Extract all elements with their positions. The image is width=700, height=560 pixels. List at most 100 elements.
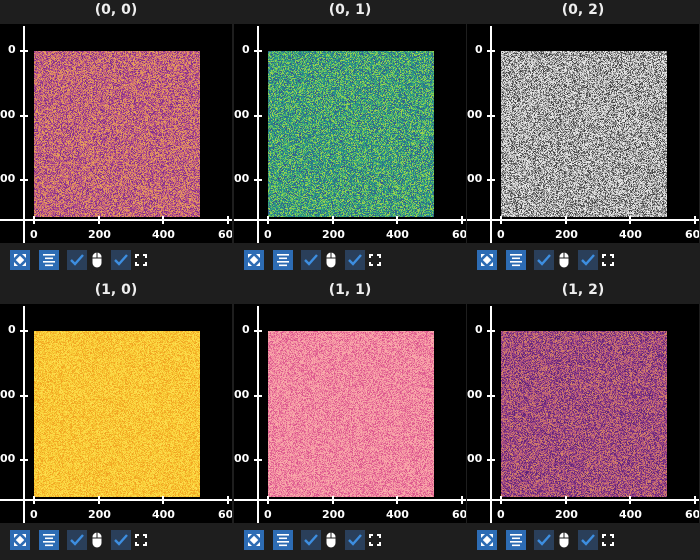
subplot-title: (0, 2) [467,2,699,18]
autoscale-button[interactable] [244,530,264,550]
x-tick-label: 60 [452,508,466,521]
subplot-5: (1, 2) 0 00 00 0 200 400 60 [467,280,699,560]
maintain-aspect-checkbox[interactable] [111,530,131,550]
x-tick-label: 0 [264,228,272,241]
x-tick [461,496,463,504]
center-button[interactable] [39,250,59,270]
center-button[interactable] [506,250,526,270]
plot-canvas[interactable]: 0 00 00 0 200 400 60 [234,304,466,523]
autoscale-icon [13,533,27,547]
x-tick [98,496,100,504]
checkmark-icon [536,533,552,547]
mouse-icon [556,530,572,550]
center-button[interactable] [273,530,293,550]
maintain-aspect-checkbox[interactable] [578,250,598,270]
y-tick [20,395,28,397]
x-tick-label: 0 [30,228,38,241]
subplot-toolbar [0,530,232,552]
x-tick-label: 400 [386,228,409,241]
x-tick [332,216,334,224]
y-tick [20,115,28,117]
y-tick [254,459,262,461]
x-tick-label: 60 [685,228,699,241]
image-graphic [268,51,434,217]
subplot-3: (1, 0) 0 00 00 0 200 400 60 [0,280,232,560]
subplot-toolbar [234,530,466,552]
maintain-aspect-checkbox[interactable] [345,530,365,550]
x-tick-label: 200 [88,508,111,521]
mouse-interaction-checkbox[interactable] [301,530,321,550]
autoscale-button[interactable] [10,250,30,270]
autoscale-icon [13,253,27,267]
x-tick-label: 60 [685,508,699,521]
y-axis-line [257,26,259,243]
image-graphic [501,331,667,497]
y-tick [254,330,262,332]
x-tick [629,216,631,224]
x-tick [98,216,100,224]
x-tick-label: 200 [88,228,111,241]
subplot-1: (0, 1) 0 00 00 0 200 400 60 [234,0,466,280]
mouse-interaction-checkbox[interactable] [67,250,87,270]
y-tick-label: 0 [8,323,16,336]
autoscale-icon [247,253,261,267]
checkmark-icon [347,253,363,267]
x-tick [565,496,567,504]
mouse-interaction-checkbox[interactable] [67,530,87,550]
checkmark-icon [303,253,319,267]
y-tick [487,179,495,181]
y-tick-label: 0 [242,323,250,336]
y-tick [20,179,28,181]
subplot-toolbar [467,250,699,272]
mouse-interaction-checkbox[interactable] [534,250,554,270]
y-tick-label: 0 [242,43,250,56]
subplot-toolbar [0,250,232,272]
autoscale-icon [480,253,494,267]
y-tick [487,115,495,117]
autoscale-icon [480,533,494,547]
x-tick [565,216,567,224]
autoscale-button[interactable] [244,250,264,270]
mouse-icon [323,250,339,270]
y-tick-label: 00 [467,388,482,401]
plot-canvas[interactable]: 0 00 00 0 200 400 60 [0,304,232,523]
plot-canvas[interactable]: 0 00 00 0 200 400 60 [467,24,699,243]
checkmark-icon [303,533,319,547]
autoscale-icon [247,533,261,547]
plot-canvas[interactable]: 0 00 00 0 200 400 60 [234,24,466,243]
x-tick [694,216,696,224]
y-tick [254,115,262,117]
checkmark-icon [536,253,552,267]
checkmark-icon [69,533,85,547]
center-button[interactable] [39,530,59,550]
subplot-title: (1, 2) [467,282,699,298]
center-icon [42,253,56,267]
y-tick-label: 00 [467,452,482,465]
maintain-aspect-checkbox[interactable] [111,250,131,270]
fullscreen-icon [367,250,383,270]
y-tick [487,459,495,461]
plot-canvas[interactable]: 0 00 00 0 200 400 60 [0,24,232,243]
center-icon [509,533,523,547]
y-axis-line [490,306,492,523]
image-graphic [501,51,667,217]
autoscale-button[interactable] [477,530,497,550]
autoscale-button[interactable] [10,530,30,550]
maintain-aspect-checkbox[interactable] [578,530,598,550]
y-tick-label: 00 [0,388,15,401]
center-button[interactable] [506,530,526,550]
maintain-aspect-checkbox[interactable] [345,250,365,270]
x-tick-label: 400 [386,508,409,521]
y-tick [254,395,262,397]
plot-canvas[interactable]: 0 00 00 0 200 400 60 [467,304,699,523]
mouse-interaction-checkbox[interactable] [301,250,321,270]
center-button[interactable] [273,250,293,270]
y-tick-label: 00 [0,108,15,121]
x-tick [162,216,164,224]
autoscale-button[interactable] [477,250,497,270]
fullscreen-icon [600,250,616,270]
y-tick-label: 00 [467,172,482,185]
mouse-interaction-checkbox[interactable] [534,530,554,550]
y-tick [487,395,495,397]
x-tick [694,496,696,504]
